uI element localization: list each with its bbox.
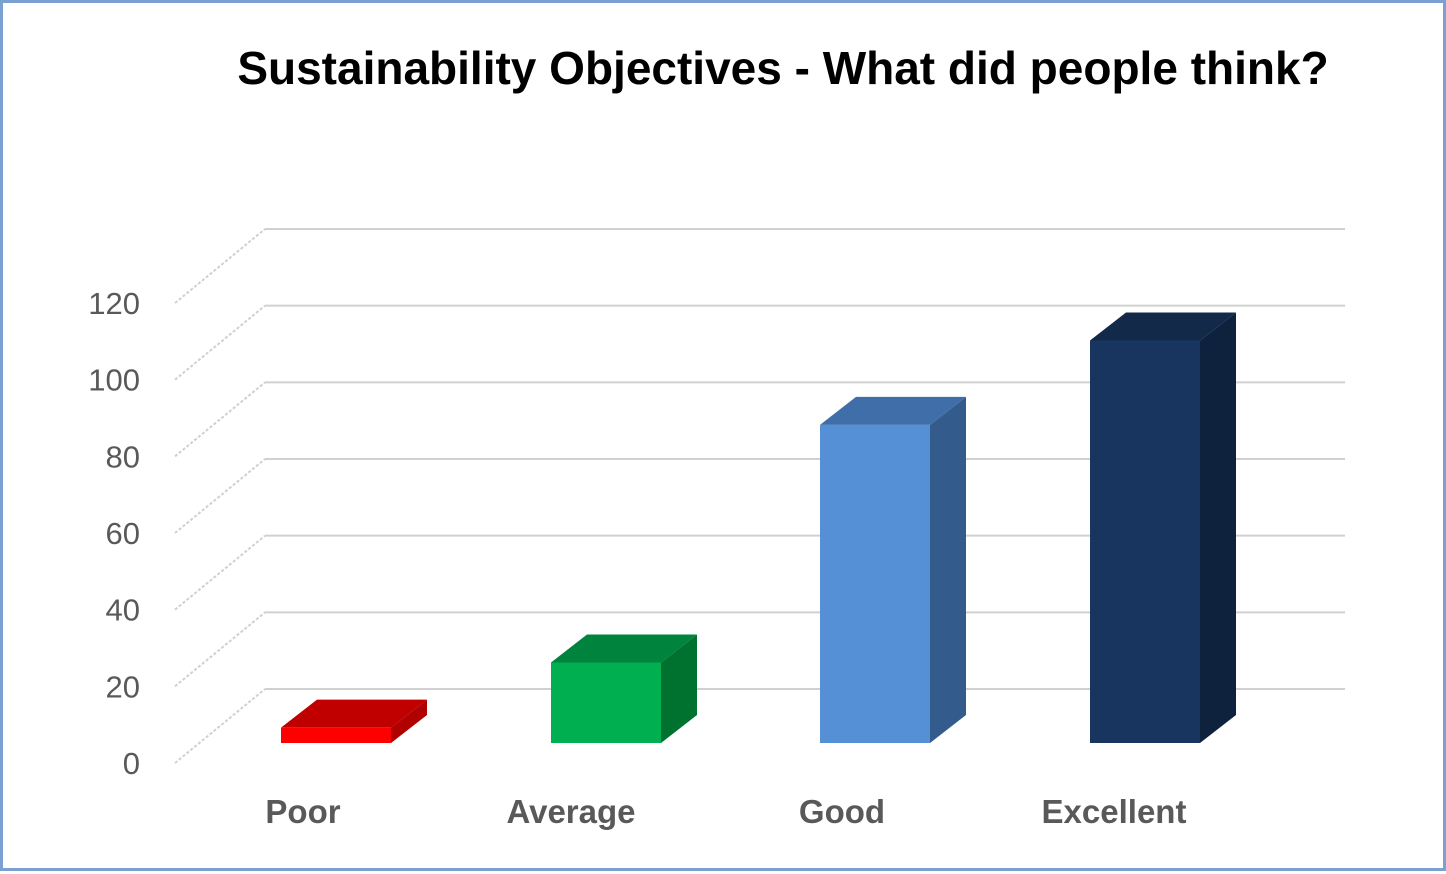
chart-title: Sustainability Objectives - What did peo… <box>237 42 1329 94</box>
y-tick-label: 20 <box>106 669 140 704</box>
chart-svg: 0 20 40 60 80 100 120 Poor Average Good Excellent <box>88 228 1345 830</box>
gridline-diagonal <box>174 304 266 381</box>
bar-side <box>1200 312 1236 743</box>
gridline-diagonal <box>174 458 266 534</box>
bar-side <box>930 396 966 743</box>
bar-excellent <box>1090 312 1236 743</box>
bar-poor <box>281 699 427 743</box>
bar-front <box>281 727 391 743</box>
bar-front <box>820 424 930 743</box>
gridline-diagonal <box>174 688 266 764</box>
y-tick-label: 60 <box>106 516 140 551</box>
bar-top <box>820 396 966 425</box>
y-tick-label: 0 <box>123 746 140 781</box>
y-tick-label: 40 <box>106 593 140 628</box>
x-tick-label: Good <box>799 793 885 830</box>
x-tick-label: Average <box>506 793 635 830</box>
bar-side <box>661 634 697 743</box>
bar-top <box>551 634 697 663</box>
x-axis-labels: Poor Average Good Excellent <box>265 793 1186 830</box>
gridline-diagonal <box>174 611 266 688</box>
y-tick-label: 100 <box>88 363 140 398</box>
gridline-diagonal <box>174 534 266 611</box>
bar-front <box>551 662 661 743</box>
x-tick-label: Excellent <box>1042 793 1187 830</box>
bar-average <box>551 634 697 743</box>
gridline-diagonal <box>174 228 266 304</box>
bar-good <box>820 396 966 743</box>
bar-top <box>281 699 427 728</box>
bar-side <box>391 699 427 743</box>
y-tick-label: 120 <box>88 286 140 321</box>
bars <box>281 312 1236 743</box>
y-tick-label: 80 <box>106 439 140 474</box>
y-axis-ticks: 0 20 40 60 80 100 120 <box>88 286 140 781</box>
bar-front <box>1090 340 1200 743</box>
bar-top <box>1090 312 1236 341</box>
x-tick-label: Poor <box>265 793 340 830</box>
gridline-diagonal <box>174 381 266 458</box>
